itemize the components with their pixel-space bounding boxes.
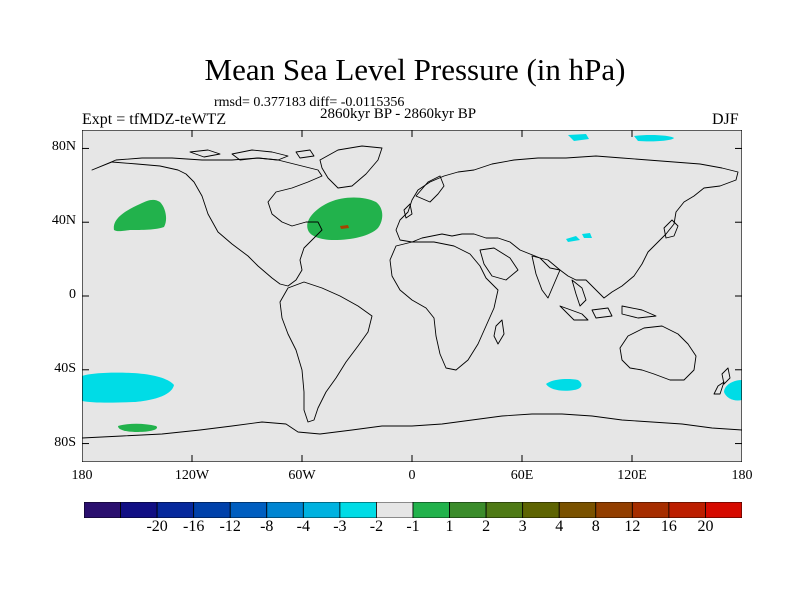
colorbar-swatch [376, 502, 414, 518]
colorbar-swatches [84, 502, 742, 518]
colorbar-swatch [558, 502, 597, 518]
colorbar-label: -12 [219, 518, 241, 535]
north-atlantic-core [340, 225, 349, 229]
x-tick-label: 120E [617, 468, 647, 483]
x-tick-label: 180 [731, 468, 753, 483]
colorbar-swatch [339, 502, 377, 518]
x-tick-label: 60W [288, 468, 316, 483]
colorbar-swatch [120, 502, 158, 518]
y-tick-label: 80S [54, 434, 76, 450]
arabia-coast [479, 247, 519, 281]
y-tick-label: 0 [69, 287, 76, 302]
colorbar-swatch [485, 502, 524, 518]
map-background [82, 130, 742, 462]
colorbar-swatch [412, 502, 450, 518]
experiment-label: Expt = tfMDZ-teWTZ [82, 111, 227, 128]
madagascar-coast [493, 319, 505, 345]
arctic-negative-west [568, 134, 589, 141]
x-tick-label: 120W [174, 468, 210, 483]
x-tick-label: 180 [71, 468, 93, 483]
stats-line: rmsd= 0.377183 diff= -0.0115356 [214, 95, 405, 110]
colorbar-swatch [229, 502, 268, 518]
south-indian-negative [546, 379, 582, 391]
colorbar-label: 2 [482, 518, 491, 535]
india-coast [531, 255, 561, 299]
arctic-islands-coast [189, 149, 315, 161]
season-label: DJF [712, 111, 739, 128]
anomaly-layer [82, 134, 742, 432]
greenland-coast [319, 145, 383, 189]
colorbar-swatch [266, 502, 304, 518]
coastlines [82, 145, 742, 439]
colorbar-label: 4 [555, 518, 564, 535]
japan-coast [663, 219, 679, 239]
y-tick-label: 40N [51, 213, 76, 229]
colorbar-swatch [522, 502, 560, 518]
arctic-negative-east [634, 134, 674, 142]
x-tick-label: 60E [510, 468, 534, 483]
colorbar-swatch [668, 502, 706, 518]
south-pacific-positive [118, 423, 158, 432]
north-pacific-positive [113, 199, 167, 232]
colorbar-swatch [705, 502, 742, 518]
colorbar-label: -3 [333, 518, 347, 535]
southwest-pacific-negative [724, 380, 742, 401]
colorbar-swatch [302, 502, 341, 518]
colorbar-label: -16 [182, 518, 205, 535]
south-america-coast [279, 281, 373, 423]
colorbar-label: 12 [624, 518, 641, 535]
colorbar-label: -4 [296, 518, 310, 535]
colorbar-label: 16 [660, 518, 677, 535]
period-line: 2860kyr BP - 2860kyr BP [320, 106, 477, 122]
colorbar-swatch [595, 502, 633, 518]
colorbar-label: -2 [369, 518, 384, 535]
europe-north-coast [403, 175, 445, 219]
x-tick-label: 0 [408, 468, 416, 483]
chart-title: Mean Sea Level Pressure (in hPa) [204, 52, 626, 87]
new-zealand-coast [713, 367, 731, 395]
colorbar-label: 3 [518, 518, 527, 535]
north-atlantic-positive [307, 197, 383, 240]
colorbar-swatch [631, 502, 670, 518]
y-tick-label: 80N [51, 139, 76, 155]
colorbar-label: 20 [697, 518, 714, 535]
australia-coast [619, 325, 697, 381]
antarctica-coast [82, 413, 742, 439]
colorbar-label: 1 [445, 518, 454, 535]
colorbar-label: 8 [591, 518, 600, 535]
tibet-negative [566, 233, 592, 242]
colorbar-swatch [84, 502, 121, 518]
colorbar-swatch [193, 502, 231, 518]
colorbar-swatch [449, 502, 487, 518]
colorbar-label: -1 [406, 518, 420, 535]
colorbar-swatch [156, 502, 195, 518]
colorbar-label: -8 [260, 518, 274, 535]
y-tick-label: 40S [54, 360, 76, 376]
colorbar-label: -20 [146, 518, 168, 535]
southeast-asia-coast [559, 279, 657, 321]
eurasia-coast [395, 155, 739, 299]
world-map [82, 130, 742, 462]
south-pacific-negative [82, 372, 174, 403]
africa-coast [389, 241, 499, 371]
axis-ticks [82, 130, 742, 462]
